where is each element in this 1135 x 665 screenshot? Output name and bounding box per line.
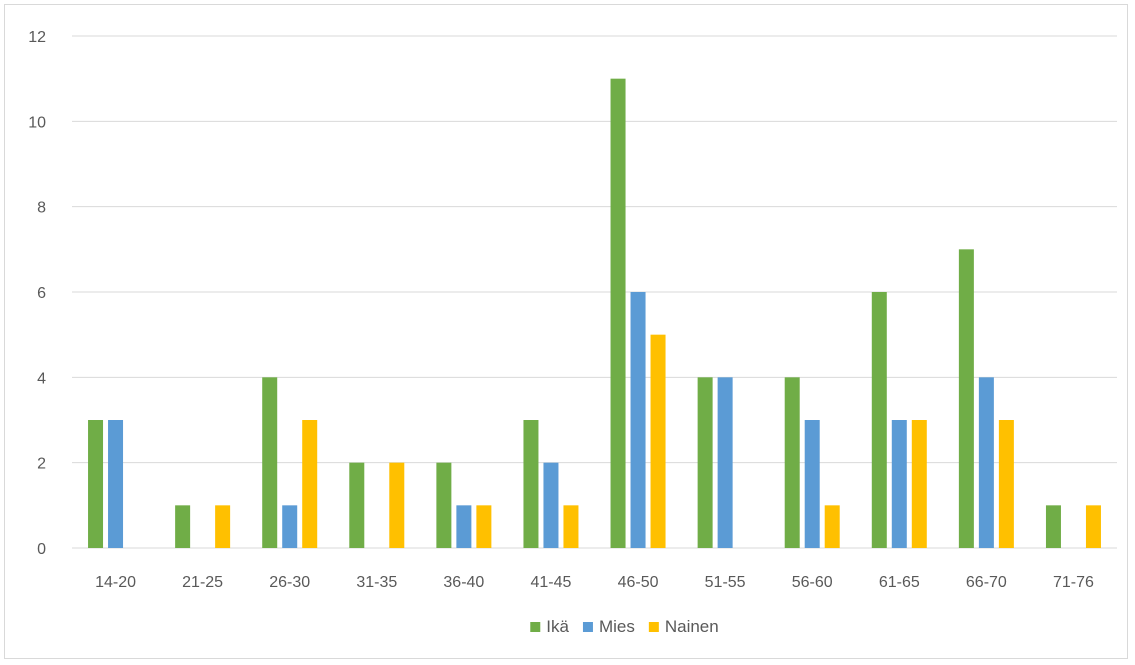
bar — [630, 292, 646, 548]
legend-swatch — [582, 622, 593, 632]
x-tick-label: 21-25 — [182, 574, 223, 591]
bar — [891, 420, 907, 548]
legend-label: Ikä — [546, 617, 569, 636]
bar — [911, 420, 927, 548]
y-tick-label: 10 — [28, 114, 46, 131]
y-tick-label: 8 — [37, 200, 46, 217]
bar — [282, 505, 298, 548]
legend-label: Mies — [599, 617, 635, 636]
x-tick-label: 31-35 — [356, 574, 397, 591]
bar — [88, 420, 104, 548]
bar — [998, 420, 1014, 548]
bar — [436, 462, 452, 548]
bar — [717, 377, 733, 548]
bar — [563, 505, 579, 548]
y-tick-label: 6 — [37, 285, 46, 302]
x-tick-label: 61-65 — [879, 574, 920, 591]
x-tick-label: 56-60 — [792, 574, 833, 591]
x-tick-label: 66-70 — [966, 574, 1007, 591]
y-tick-label: 2 — [37, 456, 46, 473]
legend-swatch — [648, 622, 659, 632]
bar — [108, 420, 124, 548]
x-tick-label: 36-40 — [443, 574, 484, 591]
bar — [650, 334, 666, 548]
y-tick-label: 12 — [28, 29, 46, 46]
bar — [175, 505, 191, 548]
bar — [610, 78, 626, 549]
bar — [476, 505, 492, 548]
x-tick-label: 41-45 — [530, 574, 571, 591]
x-tick-label: 51-55 — [705, 574, 746, 591]
bar — [543, 462, 559, 548]
legend-label: Nainen — [665, 617, 719, 636]
chart-frame — [4, 4, 1128, 659]
x-tick-label: 71-76 — [1053, 574, 1094, 591]
bar — [978, 377, 994, 548]
bar — [215, 505, 231, 548]
bar — [1085, 505, 1101, 548]
y-tick-label: 0 — [37, 541, 46, 558]
bar — [262, 377, 278, 548]
bar — [871, 292, 887, 548]
bar — [1045, 505, 1061, 548]
x-tick-label: 26-30 — [269, 574, 310, 591]
bar — [349, 462, 365, 548]
bar — [784, 377, 800, 548]
x-tick-label: 14-20 — [95, 574, 136, 591]
bar — [824, 505, 840, 548]
legend-swatch — [530, 622, 541, 632]
bar — [523, 420, 539, 548]
bar — [958, 249, 974, 549]
bar — [302, 420, 318, 548]
bar — [804, 420, 820, 548]
y-tick-label: 4 — [37, 370, 46, 387]
x-tick-label: 46-50 — [618, 574, 659, 591]
bar — [697, 377, 713, 548]
bar — [456, 505, 472, 548]
bar — [389, 462, 405, 548]
